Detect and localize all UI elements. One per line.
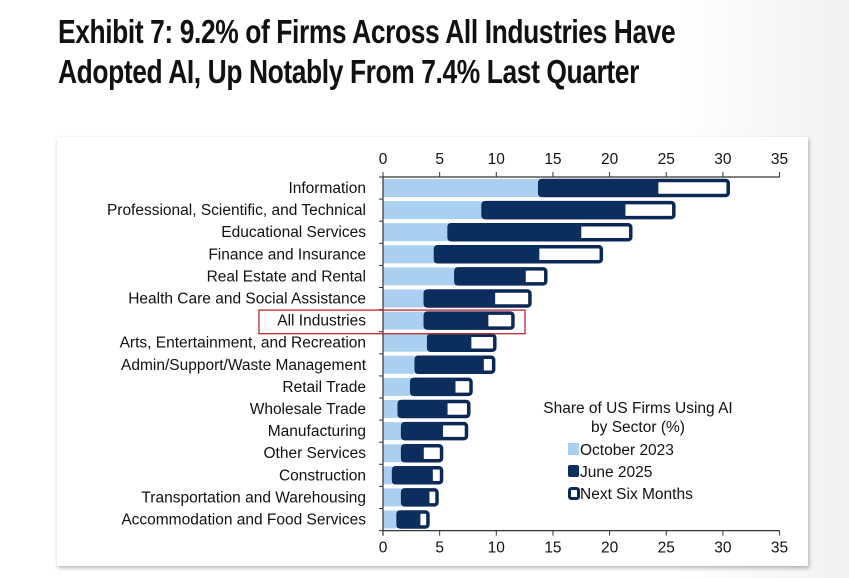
- bar-october-2023-health-care-and-social-assistance: [383, 289, 424, 308]
- category-label-manufacturing: Manufacturing: [268, 423, 366, 440]
- category-label-all-industries: All Industries: [277, 313, 366, 330]
- category-label-professional-scientific-and-technical: Professional, Scientific, and Technical: [107, 202, 366, 219]
- top-x-tick-label-5: 5: [435, 151, 444, 168]
- bottom-x-tick-label-20: 20: [601, 540, 619, 557]
- legend-swatch-next-six-months: [568, 487, 580, 500]
- category-label-admin-support-waste-management: Admin/Support/Waste Management: [121, 357, 367, 374]
- legend-title-line-1: Share of US Firms Using AI: [543, 400, 733, 417]
- top-x-tick-label-15: 15: [544, 151, 561, 168]
- bar-october-2023-real-estate-and-rental: [383, 267, 455, 286]
- category-label-other-services: Other Services: [263, 445, 366, 462]
- bar-october-2023-other-services: [383, 444, 402, 463]
- bar-june-2025-accommodation-and-food-services: [396, 510, 421, 529]
- bottom-x-tick-label-10: 10: [488, 540, 506, 557]
- category-label-accommodation-and-food-services: Accommodation and Food Services: [121, 512, 366, 529]
- legend-label-next-six-months: Next Six Months: [580, 486, 693, 503]
- category-label-arts-entertainment-and-recreation: Arts, Entertainment, and Recreation: [120, 335, 366, 352]
- bar-october-2023-wholesale-trade: [383, 400, 398, 418]
- bar-june-2025-construction: [392, 466, 433, 485]
- bar-october-2023-arts-entertainment-and-recreation: [383, 333, 428, 352]
- top-x-tick-label-30: 30: [714, 151, 732, 168]
- all-industries-highlight-box: [258, 309, 526, 335]
- bar-october-2023-all-industries: [383, 311, 424, 330]
- top-x-tick-label-10: 10: [488, 151, 506, 168]
- bottom-x-tick-label-0: 0: [379, 540, 388, 557]
- top-x-tick-label-25: 25: [658, 151, 675, 168]
- bar-june-2025-information: [538, 179, 659, 197]
- legend-label-june-2025: June 2025: [580, 464, 652, 481]
- bottom-x-tick-label-35: 35: [771, 540, 788, 557]
- category-label-construction: Construction: [279, 467, 366, 484]
- bar-june-2025-professional-scientific-and-technical: [481, 201, 626, 220]
- bar-june-2025-real-estate-and-rental: [454, 267, 526, 286]
- bottom-x-tick-label-25: 25: [658, 540, 675, 557]
- category-label-real-estate-and-rental: Real Estate and Rental: [207, 268, 366, 285]
- axes-layer: 0 0 5 5 10 10 15 15 20 20 25 25 30 30 35 35: [379, 151, 788, 557]
- category-label-finance-and-insurance: Finance and Insurance: [208, 246, 366, 263]
- legend: Share of US Firms Using AI by Sector (%)…: [543, 400, 733, 503]
- bar-june-2025-manufacturing: [401, 422, 444, 441]
- category-labels: Information Professional, Scientific, and…: [107, 180, 367, 529]
- category-label-retail-trade: Retail Trade: [282, 379, 366, 396]
- legend-label-october-2023: October 2023: [580, 442, 674, 459]
- bar-june-2025-arts-entertainment-and-recreation: [427, 333, 472, 352]
- bar-june-2025-wholesale-trade: [397, 400, 448, 418]
- category-label-transportation-and-warehousing: Transportation and Warehousing: [141, 489, 366, 506]
- exhibit-title: Exhibit 7: 9.2% of Firms Across All Indu…: [58, 12, 676, 92]
- bar-june-2025-all-industries: [423, 311, 489, 330]
- bar-june-2025-admin-support-waste-management: [414, 355, 484, 374]
- top-x-tick-label-35: 35: [771, 151, 788, 168]
- bar-october-2023-educational-services: [383, 223, 448, 242]
- bars-layer: [383, 178, 730, 529]
- bar-june-2025-educational-services: [447, 223, 582, 242]
- legend-swatch-october-2023: [568, 443, 579, 455]
- bar-june-2025-transportation-and-warehousing: [401, 488, 430, 507]
- bar-october-2023-transportation-and-warehousing: [383, 488, 402, 507]
- bar-october-2023-finance-and-insurance: [383, 245, 434, 264]
- legend-title-line-2: by Sector (%): [591, 419, 685, 436]
- category-label-health-care-and-social-assistance: Health Care and Social Assistance: [128, 291, 366, 308]
- bar-june-2025-health-care-and-social-assistance: [423, 289, 496, 308]
- bar-october-2023-admin-support-waste-management: [383, 355, 415, 374]
- category-label-wholesale-trade: Wholesale Trade: [250, 401, 366, 418]
- category-label-educational-services: Educational Services: [221, 224, 366, 241]
- bar-october-2023-manufacturing: [383, 422, 402, 441]
- legend-swatch-june-2025: [568, 465, 579, 477]
- bar-october-2023-information: [383, 179, 539, 197]
- bar-june-2025-other-services: [401, 444, 424, 463]
- bottom-x-tick-label-5: 5: [435, 540, 444, 557]
- bar-october-2023-professional-scientific-and-technical: [383, 201, 482, 220]
- exhibit-title-line-2: Adopted AI, Up Notably From 7.4% Last Qu…: [58, 53, 639, 90]
- bar-october-2023-accommodation-and-food-services: [383, 510, 397, 529]
- bottom-x-tick-label-30: 30: [714, 540, 732, 557]
- bar-june-2025-finance-and-insurance: [433, 245, 540, 264]
- bar-june-2025-retail-trade: [410, 377, 456, 396]
- bottom-x-tick-label-15: 15: [544, 540, 561, 557]
- bar-october-2023-construction: [383, 466, 393, 485]
- top-x-tick-label-20: 20: [601, 151, 619, 168]
- bar-october-2023-retail-trade: [383, 377, 411, 396]
- exhibit-title-line-1: Exhibit 7: 9.2% of Firms Across All Indu…: [58, 13, 676, 50]
- top-x-tick-label-0: 0: [379, 151, 388, 168]
- category-label-information: Information: [288, 180, 366, 197]
